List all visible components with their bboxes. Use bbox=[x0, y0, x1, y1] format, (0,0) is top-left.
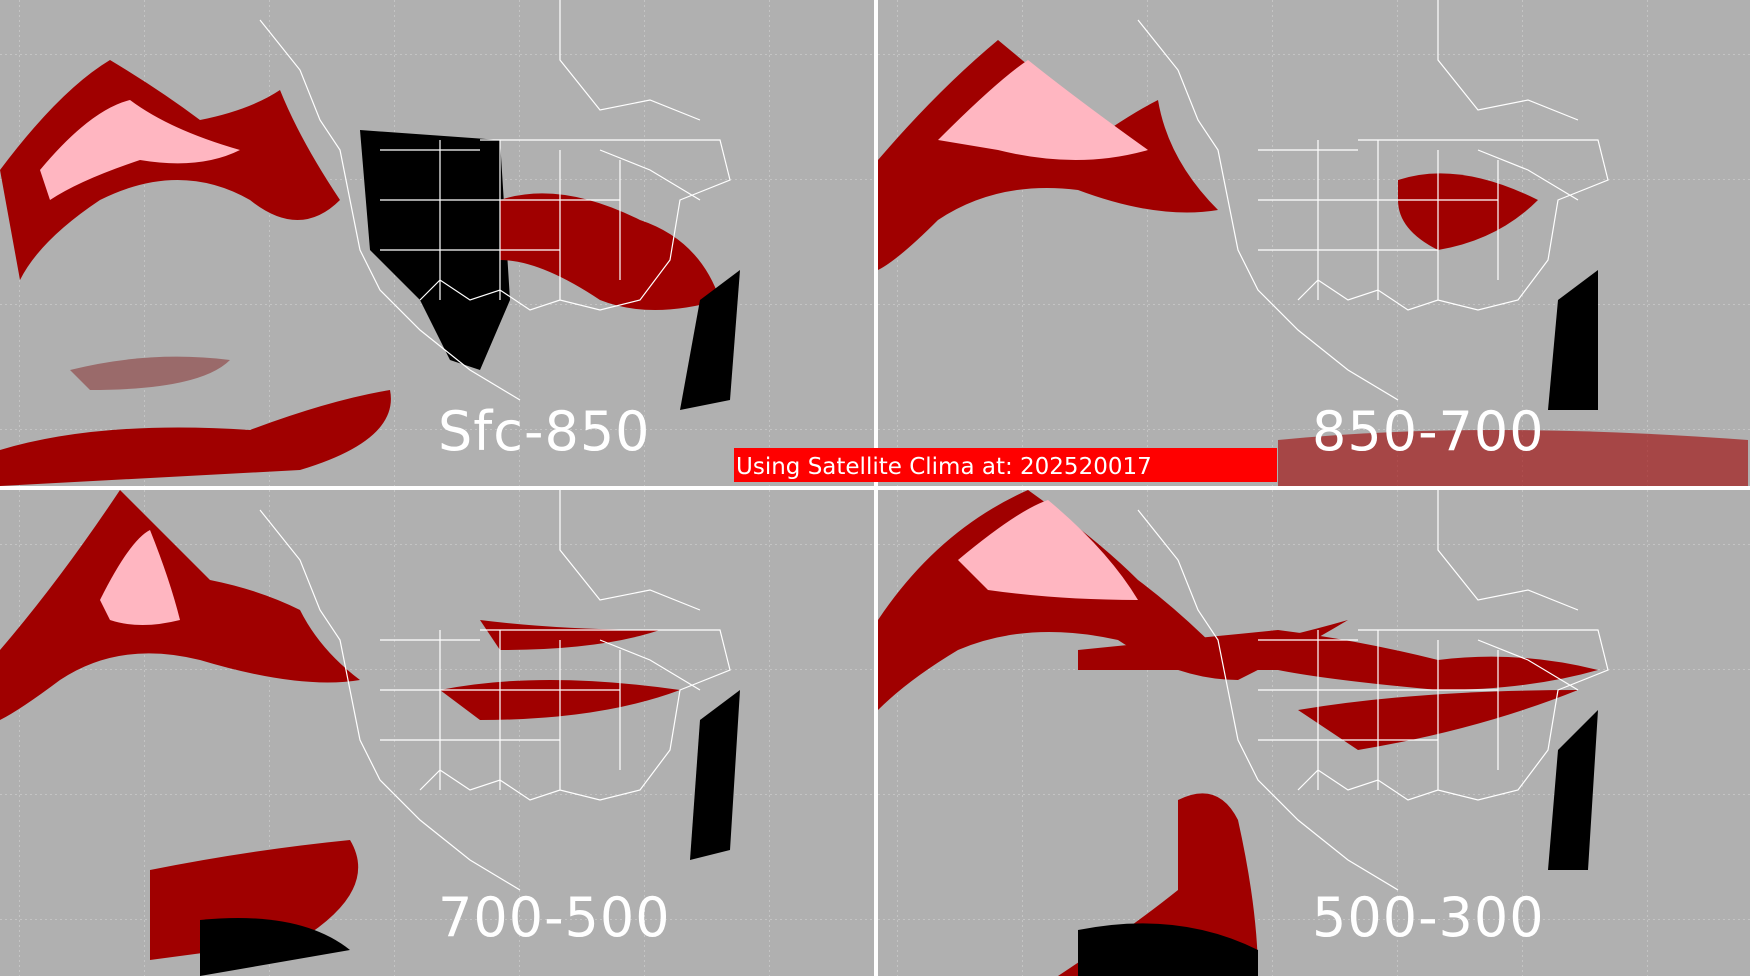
panel-label: Sfc-850 bbox=[438, 400, 651, 463]
panel-700-500: 700-500 bbox=[0, 490, 874, 976]
panel-sfc-850: Sfc-850 bbox=[0, 0, 874, 486]
panel-label: 850-700 bbox=[1312, 400, 1545, 463]
cloud-map-850-700 bbox=[878, 0, 1750, 486]
panel-850-700: 850-700 bbox=[878, 0, 1750, 486]
panel-label: 700-500 bbox=[438, 886, 671, 949]
panel-500-300: 500-300 bbox=[878, 490, 1750, 976]
cloud-map-700-500 bbox=[0, 490, 874, 976]
panel-label: 500-300 bbox=[1312, 886, 1545, 949]
satellite-clima-banner: Using Satellite Clima at: 202520017 bbox=[734, 448, 1277, 482]
cloud-map-500-300 bbox=[878, 490, 1750, 976]
cloud-map-sfc-850 bbox=[0, 0, 874, 486]
